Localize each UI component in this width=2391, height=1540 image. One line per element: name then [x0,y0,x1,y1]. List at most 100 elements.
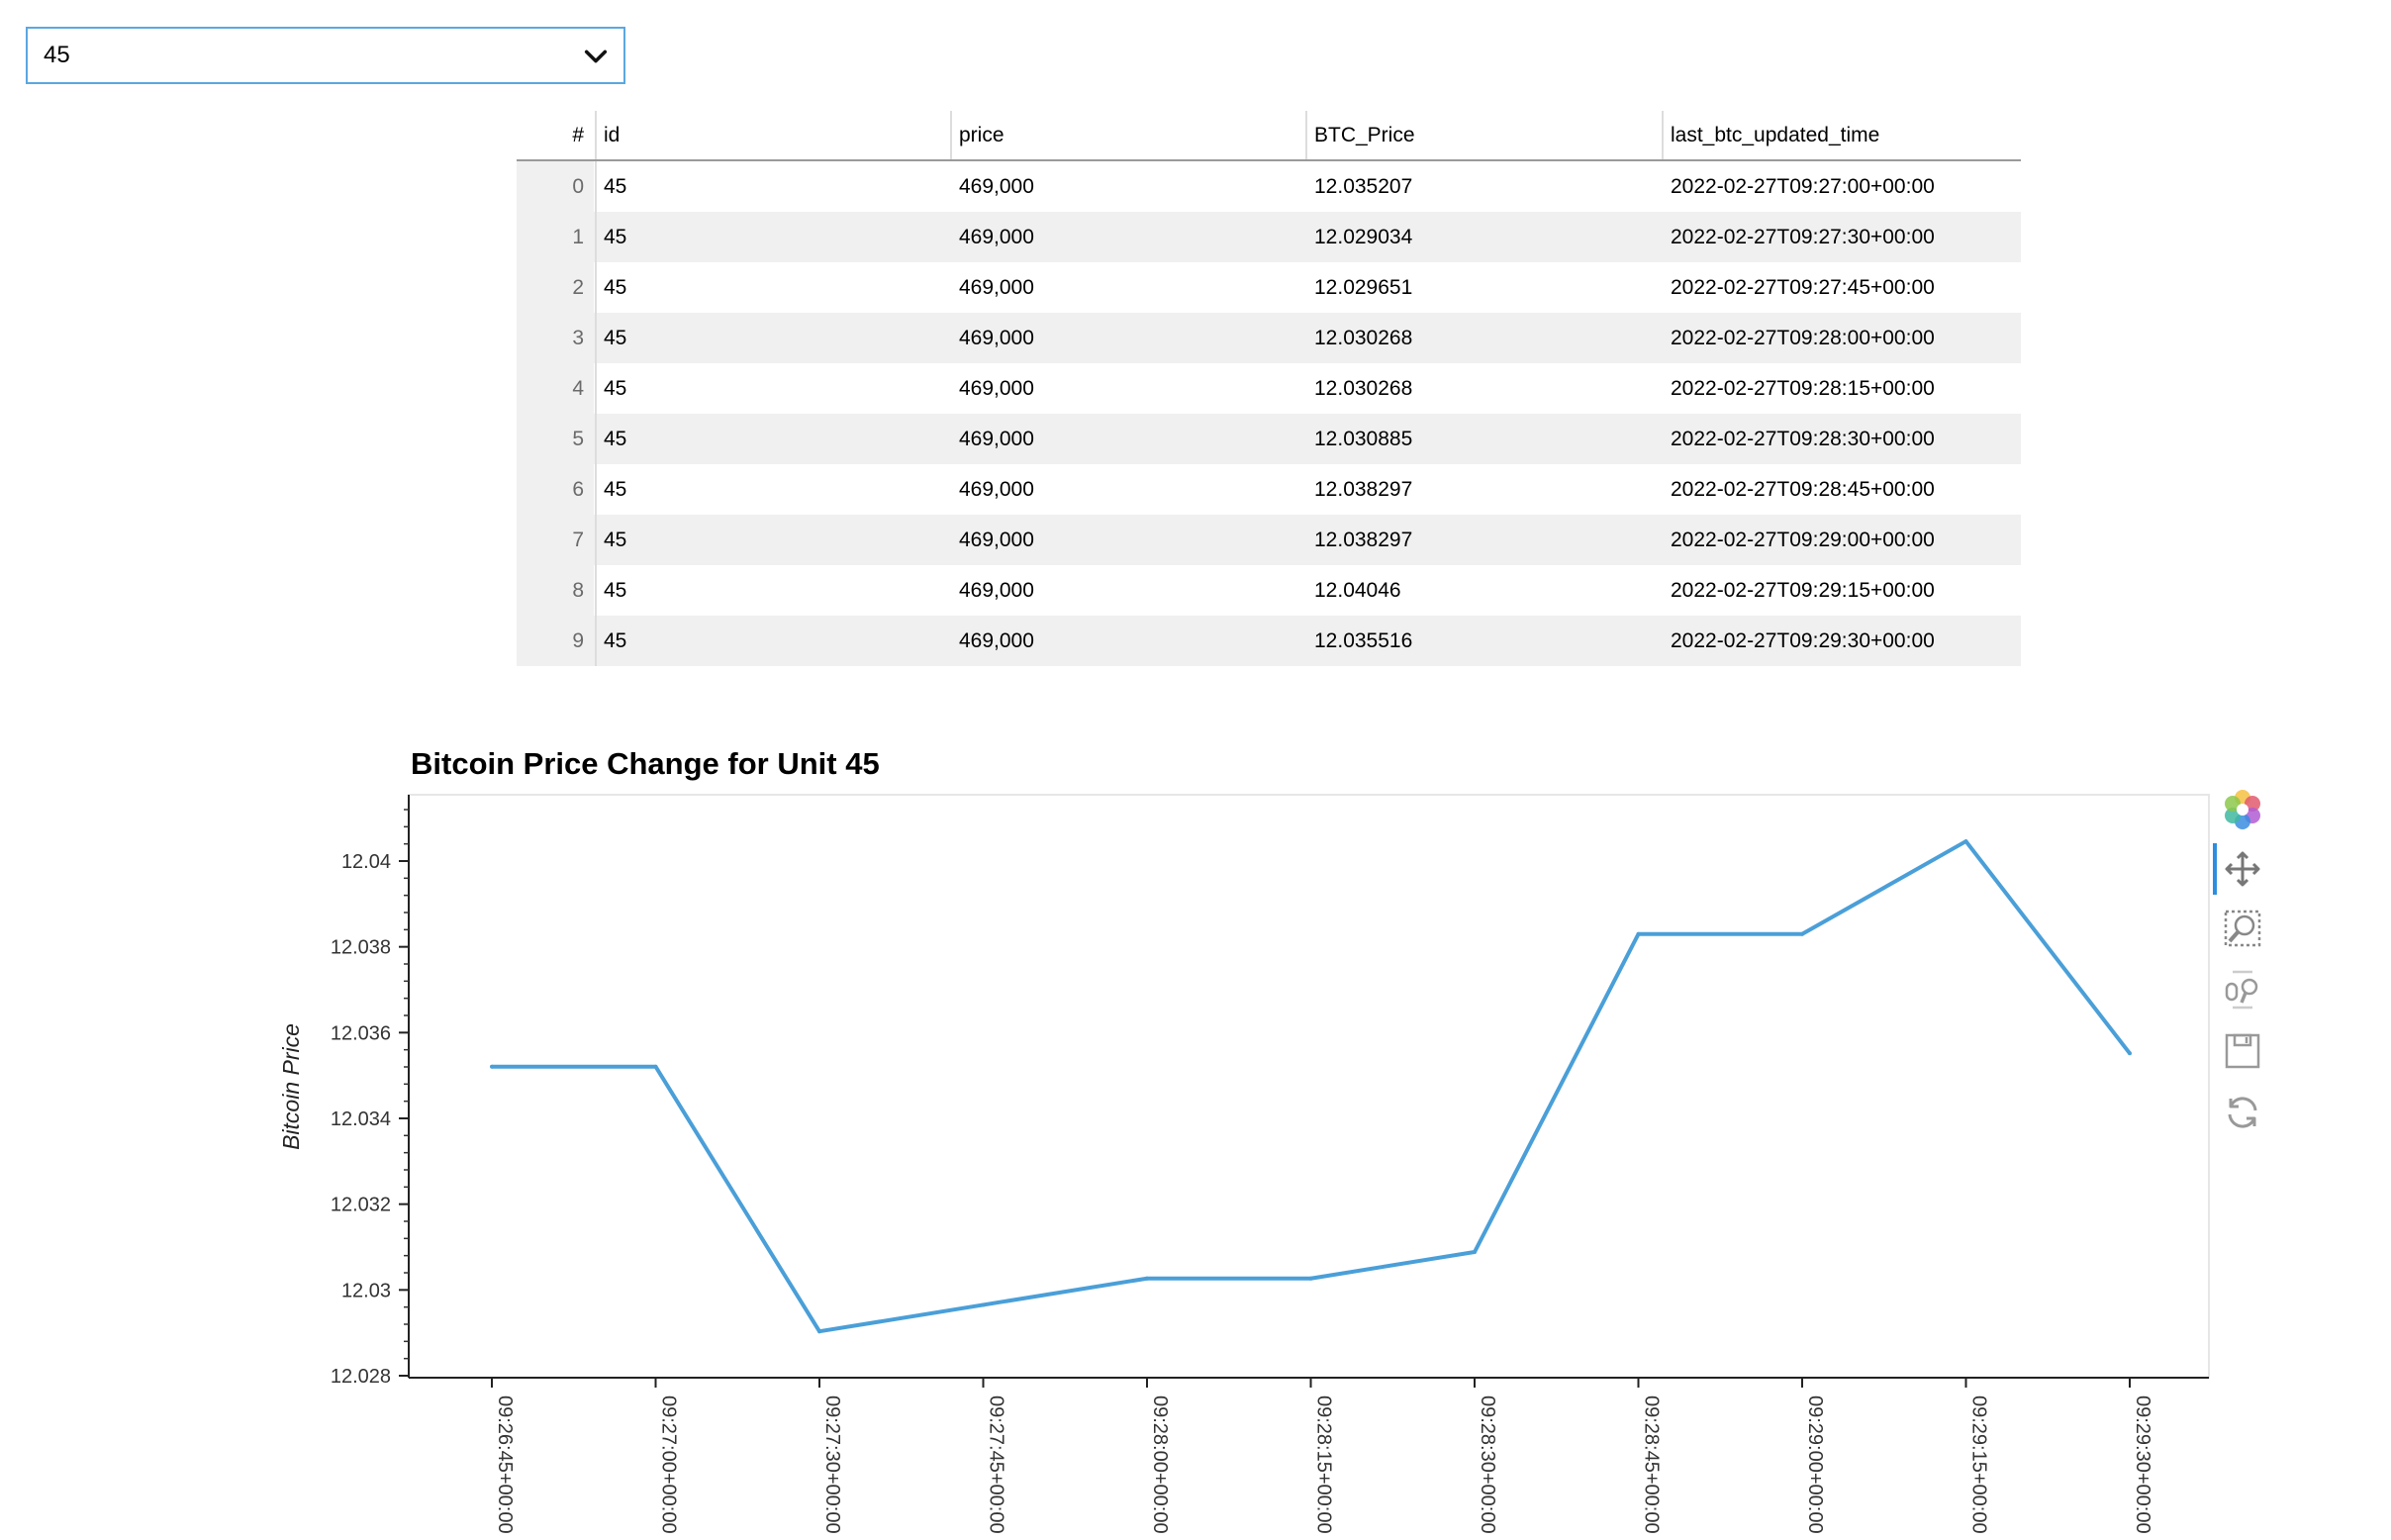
row-index: 9 [517,616,594,666]
x-tick-label: 09:28:15+00:00 [1313,1396,1335,1534]
row-index: 4 [517,363,594,414]
y-tick-label: 12.036 [331,1022,391,1044]
x-tick-label: 09:28:30+00:00 [1477,1396,1498,1534]
data-point [2128,1051,2132,1056]
x-tick-label: 09:27:00+00:00 [658,1396,680,1534]
y-tick-label: 12.028 [331,1366,391,1388]
table-row[interactable]: 9 45 469,000 12.035516 2022-02-27T09:29:30+0… [517,616,2021,666]
cell-updated-time: 2022-02-27T09:28:45+00:00 [1671,477,1935,501]
data-table: # id price BTC_Price last_btc_updated_ti… [517,111,2021,666]
column-divider [595,111,597,159]
y-axis-label: Bitcoin Price [278,1023,304,1150]
table-body: 0 45 469,000 12.035207 2022-02-27T09:27:00+0… [517,161,2021,666]
index-divider [595,464,597,515]
cell-btc-price: 12.035516 [1314,628,1413,652]
unit-select-value: 45 [44,42,70,68]
index-divider [595,313,597,363]
row-index: 8 [517,565,594,616]
cell-id: 45 [604,326,627,349]
header-index: # [572,123,584,146]
x-tick-label: 09:27:30+00:00 [821,1396,843,1534]
cell-price: 469,000 [959,578,1034,602]
cell-updated-time: 2022-02-27T09:27:00+00:00 [1671,174,1935,198]
row-index: 0 [517,161,594,212]
index-divider [595,161,597,212]
cell-updated-time: 2022-02-27T09:27:30+00:00 [1671,225,1935,248]
cell-id: 45 [604,225,627,248]
cell-updated-time: 2022-02-27T09:29:30+00:00 [1671,628,1935,652]
price-series-line [492,839,2132,1334]
pan-icon[interactable] [2213,841,2272,897]
cell-id: 45 [604,427,627,450]
chevron-down-icon [584,49,608,63]
cell-btc-price: 12.035207 [1314,174,1413,198]
cell-id: 45 [604,275,627,299]
header-btc-price[interactable]: BTC_Price [1314,123,1415,146]
row-index: 2 [517,262,594,313]
cell-updated-time: 2022-02-27T09:29:00+00:00 [1671,528,1935,551]
cell-btc-price: 12.038297 [1314,528,1413,551]
index-divider [595,515,597,565]
bokeh-logo-icon[interactable] [2213,782,2272,837]
cell-id: 45 [604,174,627,198]
cell-updated-time: 2022-02-27T09:28:15+00:00 [1671,376,1935,400]
y-tick-label: 12.04 [341,851,391,873]
reset-icon[interactable] [2213,1085,2272,1140]
x-tick-label: 09:29:30+00:00 [2132,1396,2153,1534]
table-row[interactable]: 2 45 469,000 12.029651 2022-02-27T09:27:45+0… [517,262,2021,313]
x-tick-label: 09:29:15+00:00 [1968,1396,1990,1534]
wheel-zoom-icon[interactable] [2213,962,2272,1017]
save-icon[interactable] [2213,1023,2272,1079]
cell-price: 469,000 [959,225,1034,248]
header-id[interactable]: id [604,123,621,146]
column-divider [950,111,952,159]
cell-btc-price: 12.029034 [1314,225,1413,248]
row-index: 7 [517,515,594,565]
data-points [490,839,2132,1334]
column-divider [1662,111,1664,159]
x-tick-label: 09:26:45+00:00 [494,1396,516,1534]
table-header: # id price BTC_Price last_btc_updated_ti… [517,111,2021,161]
y-tick-label: 12.034 [331,1108,391,1130]
active-tool-indicator [2213,843,2217,895]
x-tick-label: 09:28:45+00:00 [1641,1396,1663,1534]
table-row[interactable]: 3 45 469,000 12.030268 2022-02-27T09:28:00+0… [517,313,2021,363]
table-row[interactable]: 5 45 469,000 12.030885 2022-02-27T09:28:30+0… [517,414,2021,464]
index-divider [595,565,597,616]
index-divider [595,414,597,464]
cell-btc-price: 12.030268 [1314,326,1413,349]
table-row[interactable]: 4 45 469,000 12.030268 2022-02-27T09:28:15+0… [517,363,2021,414]
index-divider [595,363,597,414]
header-last-btc-updated-time[interactable]: last_btc_updated_time [1671,123,1880,146]
data-point [981,1302,986,1307]
data-point [817,1329,821,1334]
table-row[interactable]: 6 45 469,000 12.038297 2022-02-27T09:28:45+0… [517,464,2021,515]
cell-price: 469,000 [959,477,1034,501]
unit-select[interactable]: 45 [26,27,625,84]
x-axis: 09:26:45+00:00 09:27:00+00:00 09:27:30+00:… [409,1377,2209,1534]
y-tick-label: 12.032 [331,1195,391,1216]
table-row[interactable]: 0 45 469,000 12.035207 2022-02-27T09:27:00+0… [517,161,2021,212]
table-row[interactable]: 8 45 469,000 12.04046 2022-02-27T09:29:15+00… [517,565,2021,616]
cell-btc-price: 12.04046 [1314,578,1401,602]
cell-updated-time: 2022-02-27T09:28:30+00:00 [1671,427,1935,450]
cell-price: 469,000 [959,427,1034,450]
x-tick-label: 09:29:00+00:00 [1804,1396,1826,1534]
box-zoom-icon[interactable] [2213,901,2272,956]
y-tick-label: 12.03 [341,1280,391,1301]
table-row[interactable]: 1 45 469,000 12.029034 2022-02-27T09:27:30+0… [517,212,2021,262]
cell-price: 469,000 [959,628,1034,652]
y-axis: 12.028 12.03 12.032 12.034 12.036 12.038 12.04 [331,795,410,1388]
column-divider [1305,111,1307,159]
row-index: 5 [517,414,594,464]
cell-updated-time: 2022-02-27T09:27:45+00:00 [1671,275,1935,299]
header-price[interactable]: price [959,123,1004,146]
cell-id: 45 [604,477,627,501]
index-divider [595,212,597,262]
cell-id: 45 [604,628,627,652]
index-divider [595,262,597,313]
data-point [1145,1276,1149,1281]
table-row[interactable]: 7 45 469,000 12.038297 2022-02-27T09:29:00+0… [517,515,2021,565]
x-tick-label: 09:28:00+00:00 [1149,1396,1171,1534]
